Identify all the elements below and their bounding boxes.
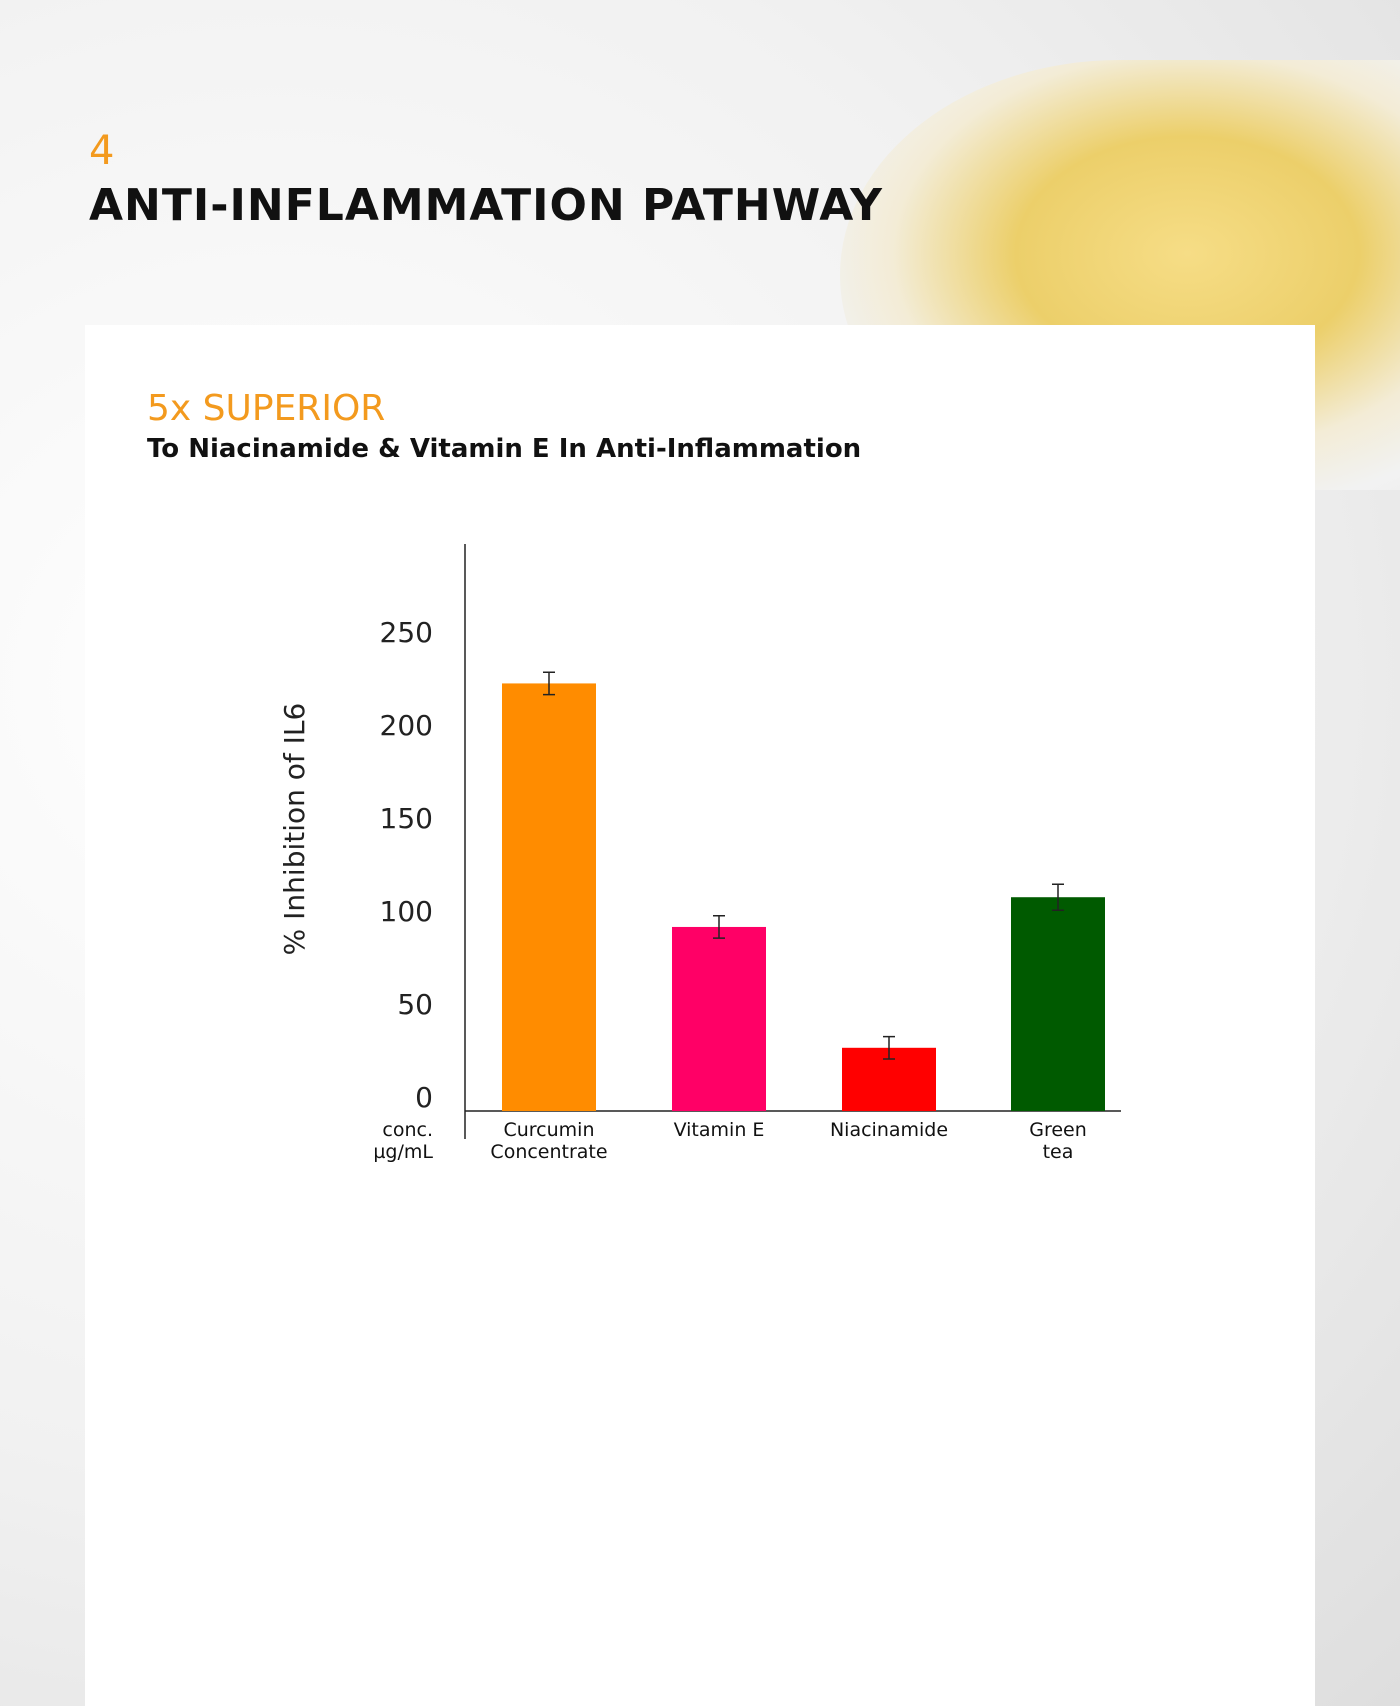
error-bar: [883, 1035, 895, 1060]
bar: [1011, 897, 1105, 1111]
subheading: To Niacinamide & Vitamin E In Anti-Infla…: [147, 434, 862, 464]
highlight: 5x SUPERIOR: [147, 388, 386, 429]
bar: [502, 683, 596, 1111]
error-bar: [713, 915, 725, 939]
x-tick-label: Niacinamide: [829, 1119, 949, 1141]
x-tick-label: Vitamin E: [673, 1119, 765, 1141]
error-bar: [1052, 883, 1064, 911]
x-tick-label: Green tea: [1029, 1119, 1087, 1163]
heading: ANTI-INFLAMMATION PATHWAY: [89, 180, 883, 231]
section-number: 4: [89, 128, 115, 174]
y-tick-label: 50: [397, 988, 433, 1021]
y-tick-label: 200: [380, 709, 433, 742]
y-tick-label: 250: [380, 616, 433, 649]
x-axis-label: conc. µg/mL: [373, 1119, 433, 1163]
error-bar: [543, 671, 555, 696]
bar: [672, 926, 766, 1111]
x-tick-label: Curcumin Concentrate: [490, 1119, 608, 1163]
y-tick-label: 100: [380, 895, 433, 928]
y-tick-label: 150: [380, 802, 433, 835]
y-axis-label: % Inhibition of IL6: [278, 703, 311, 956]
y-tick-label: 0: [415, 1081, 433, 1114]
